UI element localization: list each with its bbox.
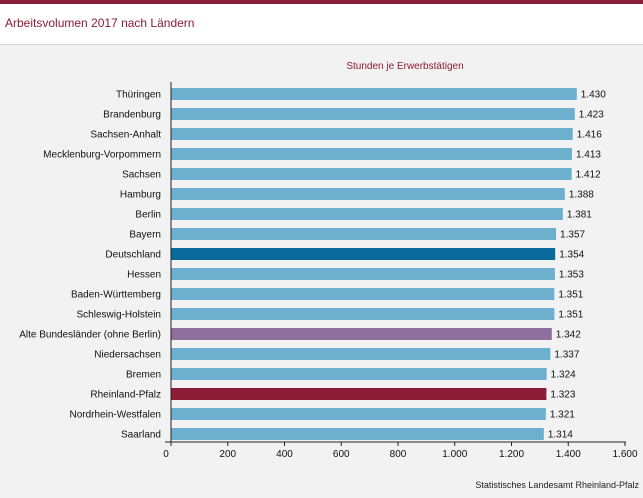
x-tick-label-1200: 1.200 <box>499 449 524 460</box>
category-label-nordrhein-westfalen: Nordrhein-Westfalen <box>69 410 161 421</box>
category-label-hessen: Hessen <box>127 270 161 281</box>
value-label-brandenburg: 1.423 <box>579 110 604 121</box>
value-label-bremen: 1.324 <box>551 370 576 381</box>
category-label-rheinland-pfalz: Rheinland-Pfalz <box>90 390 161 401</box>
page-title: Arbeitsvolumen 2017 nach Ländern <box>5 16 195 30</box>
category-label-baden-wuerttemberg: Baden-Württemberg <box>71 290 161 301</box>
bar-bayern <box>171 228 557 240</box>
category-label-thueringen: Thüringen <box>116 90 161 101</box>
x-axis: 0 200 400 600 800 1.000 1.200 1.400 1.600 <box>163 82 638 460</box>
category-label-brandenburg: Brandenburg <box>103 110 161 121</box>
value-label-alte-bundeslaender-ohne-berlin: 1.342 <box>556 330 581 341</box>
bar-brandenburg <box>171 108 575 120</box>
category-label-schleswig-holstein: Schleswig-Holstein <box>77 310 161 321</box>
x-tick-label-800: 800 <box>390 449 407 460</box>
bar-baden-wuerttemberg <box>171 288 555 300</box>
bar-sachsen-anhalt <box>171 128 573 140</box>
x-tick-label-1600: 1.600 <box>612 449 637 460</box>
x-tick-label-200: 200 <box>219 449 236 460</box>
bar-deutschland <box>171 248 556 260</box>
x-tick-label-400: 400 <box>276 449 293 460</box>
value-label-hamburg: 1.388 <box>569 190 594 201</box>
category-label-bayern: Bayern <box>129 230 161 241</box>
bar-thueringen <box>171 88 577 100</box>
x-tick-label-1000: 1.000 <box>442 449 467 460</box>
bar-saarland <box>171 428 544 440</box>
value-label-niedersachsen: 1.337 <box>554 350 579 361</box>
x-tick-label-0: 0 <box>163 449 169 460</box>
category-label-deutschland: Deutschland <box>105 250 161 261</box>
bar-niedersachsen <box>171 348 551 360</box>
chart-subtitle: Stunden je Erwerbstätigen <box>346 61 463 72</box>
category-label-berlin: Berlin <box>135 210 161 221</box>
category-label-alte-bundeslaender-ohne-berlin: Alte Bundesländer (ohne Berlin) <box>19 330 161 341</box>
value-label-schleswig-holstein: 1.351 <box>558 310 583 321</box>
bar-sachsen <box>171 168 572 180</box>
value-label-mecklenburg-vorpommern: 1.413 <box>576 150 601 161</box>
x-tick-label-600: 600 <box>333 449 350 460</box>
source-note: Statistisches Landesamt Rheinland-Pfalz <box>475 480 639 490</box>
category-label-niedersachsen: Niedersachsen <box>94 350 161 361</box>
value-label-saarland: 1.314 <box>548 430 573 441</box>
bar-hessen <box>171 268 555 280</box>
bar-mecklenburg-vorpommern <box>171 148 572 160</box>
value-label-hessen: 1.353 <box>559 270 584 281</box>
x-tick-label-1400: 1.400 <box>556 449 581 460</box>
header: Arbeitsvolumen 2017 nach Ländern <box>0 4 643 45</box>
category-label-hamburg: Hamburg <box>120 190 161 201</box>
bar-alte-bundeslaender-ohne-berlin <box>171 328 552 340</box>
category-label-sachsen: Sachsen <box>122 170 161 181</box>
bar-chart: Stunden je Erwerbstätigen Thüringen 1.430… <box>19 61 638 460</box>
value-label-baden-wuerttemberg: 1.351 <box>558 290 583 301</box>
value-label-sachsen: 1.412 <box>576 170 601 181</box>
category-label-bremen: Bremen <box>126 370 161 381</box>
bar-nordrhein-westfalen <box>171 408 546 420</box>
category-label-mecklenburg-vorpommern: Mecklenburg-Vorpommern <box>43 150 161 161</box>
bar-berlin <box>171 208 563 220</box>
value-label-deutschland: 1.354 <box>559 250 584 261</box>
bar-hamburg <box>171 188 565 200</box>
category-label-saarland: Saarland <box>121 430 161 441</box>
bar-schleswig-holstein <box>171 308 555 320</box>
top-accent-bar <box>0 0 643 4</box>
value-label-rheinland-pfalz: 1.323 <box>550 390 575 401</box>
bar-rheinland-pfalz <box>171 388 547 400</box>
bars-layer: Thüringen 1.430 Brandenburg 1.423 Sachsen-An… <box>19 88 606 441</box>
category-label-sachsen-anhalt: Sachsen-Anhalt <box>90 130 161 141</box>
value-label-sachsen-anhalt: 1.416 <box>577 130 602 141</box>
value-label-berlin: 1.381 <box>567 210 592 221</box>
value-label-bayern: 1.357 <box>560 230 585 241</box>
value-label-nordrhein-westfalen: 1.321 <box>550 410 575 421</box>
bar-bremen <box>171 368 547 380</box>
value-label-thueringen: 1.430 <box>581 90 606 101</box>
